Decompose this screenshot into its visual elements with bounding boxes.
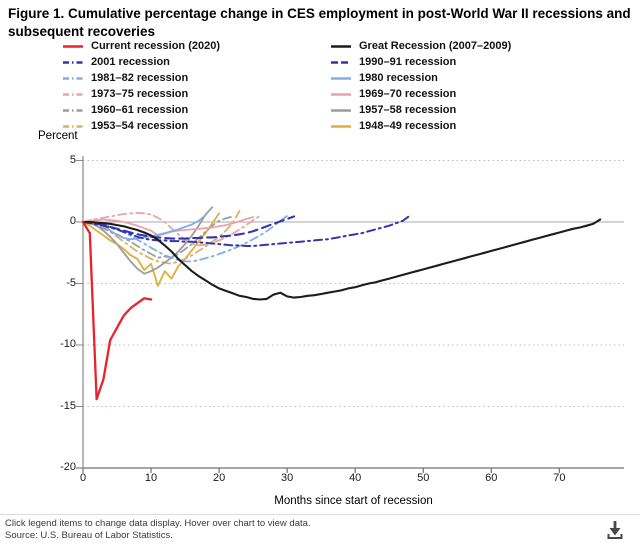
y-tick-label: 5: [69, 153, 76, 166]
legend-marker-icon: [331, 60, 351, 64]
legend-item-label: 1969–70 recession: [359, 88, 457, 100]
legend-marker-icon: [331, 44, 351, 48]
series-line-recession-2001: [82, 214, 411, 247]
x-tick-label: 30: [281, 472, 294, 484]
legend-item-recession-1981-82[interactable]: 1981–82 recession: [62, 71, 188, 85]
legend-item-recession-1957-58[interactable]: 1957–58 recession: [330, 103, 456, 117]
legend-marker-icon: [331, 76, 351, 80]
legend-item-label: Great Recession (2007–2009): [359, 40, 512, 52]
legend-item-recession-1990-91[interactable]: 1990–91 recession: [330, 55, 456, 69]
series-line-great-recession: [81, 218, 602, 301]
series-line-recession-1981-82: [82, 214, 289, 263]
footer-source: Source: U.S. Bureau of Labor Statistics.: [5, 530, 173, 541]
legend-item-great-recession[interactable]: Great Recession (2007–2009): [330, 39, 511, 53]
y-axis-title: Percent: [38, 130, 78, 142]
y-tick-label: 0: [69, 215, 76, 227]
x-tick-label: 70: [553, 472, 566, 484]
x-tick-label: 10: [144, 472, 158, 484]
legend-item-label: 1990–91 recession: [359, 56, 457, 68]
legend-item-recession-1953-54[interactable]: 1953–54 recession: [62, 119, 188, 133]
legend-item-recession-1960-61[interactable]: 1960–61 recession: [62, 103, 188, 117]
series-line-recession-1973-75: [82, 211, 261, 247]
legend-marker-icon: [63, 124, 83, 128]
y-tick-label: -5: [66, 276, 76, 289]
y-tick-label: -10: [60, 338, 76, 350]
y-tick-label: -20: [60, 461, 76, 473]
legend-marker-icon: [331, 108, 351, 112]
download-button[interactable]: [601, 517, 629, 545]
footer-note: Click legend items to change data displa…: [5, 518, 311, 529]
y-tick-label: -15: [60, 399, 76, 412]
legend-item-label: 2001 recession: [91, 56, 170, 68]
legend-item-label: 1953–54 recession: [91, 120, 189, 132]
chart-legend: Current recession (2020) Great Recession …: [0, 39, 640, 139]
figure-title: Figure 1. Cumulative percentage change i…: [8, 6, 631, 39]
legend-marker-icon: [63, 44, 83, 48]
footer-divider: [0, 514, 640, 515]
series-line-recession-1957-58: [82, 206, 214, 275]
x-tick-label: 0: [79, 472, 87, 484]
x-tick-label: 50: [417, 472, 430, 484]
legend-marker-icon: [63, 60, 83, 64]
legend-marker-icon: [63, 76, 83, 80]
legend-item-label: 1948–49 recession: [359, 120, 457, 132]
series-line-recession-1953-54: [82, 209, 241, 265]
download-icon: [607, 521, 623, 539]
x-tick-label: 40: [349, 472, 362, 484]
legend-item-recession-1973-75[interactable]: 1973–75 recession: [62, 87, 188, 101]
x-tick-label: 20: [212, 472, 226, 484]
legend-marker-icon: [331, 92, 351, 96]
legend-item-label: 1960–61 recession: [91, 104, 189, 116]
series-line-recession-1960-61: [82, 215, 234, 259]
legend-item-recession-1948-49[interactable]: 1948–49 recession: [330, 119, 456, 133]
legend-item-recession-1980[interactable]: 1980 recession: [330, 71, 438, 85]
legend-item-current-2020[interactable]: Current recession (2020): [62, 39, 220, 53]
legend-marker-icon: [331, 124, 351, 128]
legend-item-label: 1981–82 recession: [91, 72, 189, 84]
legend-item-recession-1969-70[interactable]: 1969–70 recession: [330, 87, 456, 101]
series-line-recession-1948-49: [82, 212, 221, 287]
legend-marker-icon: [63, 108, 83, 112]
legend-item-label: 1957–58 recession: [359, 104, 457, 116]
legend-item-label: 1973–75 recession: [91, 88, 189, 100]
legend-item-label: 1980 recession: [359, 72, 438, 84]
x-tick-label: 60: [485, 472, 498, 484]
x-axis-title: Months since start of recession: [274, 495, 433, 507]
legend-item-label: Current recession (2020): [91, 40, 220, 52]
series-line-current-2020: [81, 220, 153, 401]
legend-marker-icon: [63, 92, 83, 96]
legend-item-recession-2001[interactable]: 2001 recession: [62, 55, 170, 69]
